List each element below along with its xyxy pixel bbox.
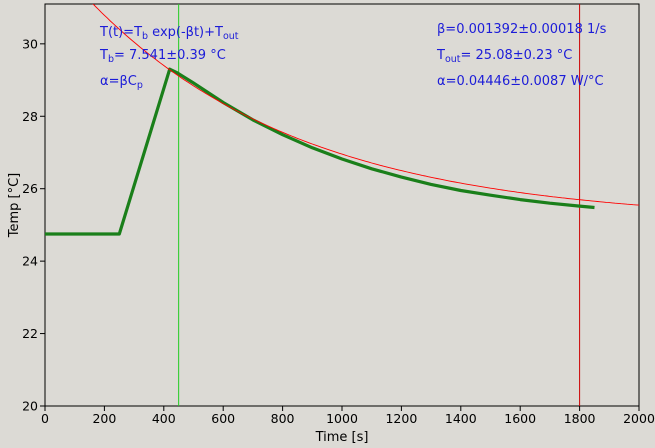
x-tick-label: 600 bbox=[211, 411, 235, 426]
x-tick-label: 2000 bbox=[623, 411, 655, 426]
x-tick-label: 1800 bbox=[564, 411, 596, 426]
annotation-tb: Tb= 7.541±0.39 °C bbox=[99, 48, 226, 65]
axis-ticks: 0 200 400 600 800 1000 1200 1400 1600 1800 2000 20 2… bbox=[22, 36, 655, 426]
series-line-fit bbox=[92, 4, 639, 206]
annotation-tout: Tout= 25.08±0.23 °C bbox=[436, 48, 572, 65]
plot-content bbox=[45, 4, 639, 406]
annotation-formula: T(t)=Tb exp(-βt)+Tout bbox=[99, 25, 239, 42]
x-tick-label: 0 bbox=[41, 411, 49, 426]
y-tick-label: 30 bbox=[22, 36, 38, 51]
y-tick-label: 28 bbox=[22, 109, 38, 124]
y-axis-title: Temp [°C] bbox=[7, 173, 22, 239]
annotation-beta: β=0.001392±0.00018 1/s bbox=[437, 22, 607, 37]
y-tick-label: 26 bbox=[22, 181, 38, 196]
x-tick-label: 1000 bbox=[326, 411, 358, 426]
x-tick-label: 1600 bbox=[504, 411, 536, 426]
annotation-alpha: α=0.04446±0.0087 W/°C bbox=[437, 74, 604, 89]
x-tick-label: 200 bbox=[92, 411, 116, 426]
plot-area-frame bbox=[44, 3, 640, 407]
x-tick-label: 1400 bbox=[445, 411, 477, 426]
y-tick-label: 24 bbox=[22, 254, 38, 269]
annotation-alpha-definition: α=βCp bbox=[100, 74, 143, 91]
x-tick-label: 400 bbox=[152, 411, 176, 426]
y-tick-label: 22 bbox=[22, 326, 38, 341]
x-tick-label: 1200 bbox=[385, 411, 417, 426]
y-tick-label: 20 bbox=[22, 399, 38, 414]
x-axis-title: Time [s] bbox=[315, 430, 369, 445]
series-line-measured bbox=[45, 67, 595, 236]
x-tick-label: 800 bbox=[271, 411, 295, 426]
